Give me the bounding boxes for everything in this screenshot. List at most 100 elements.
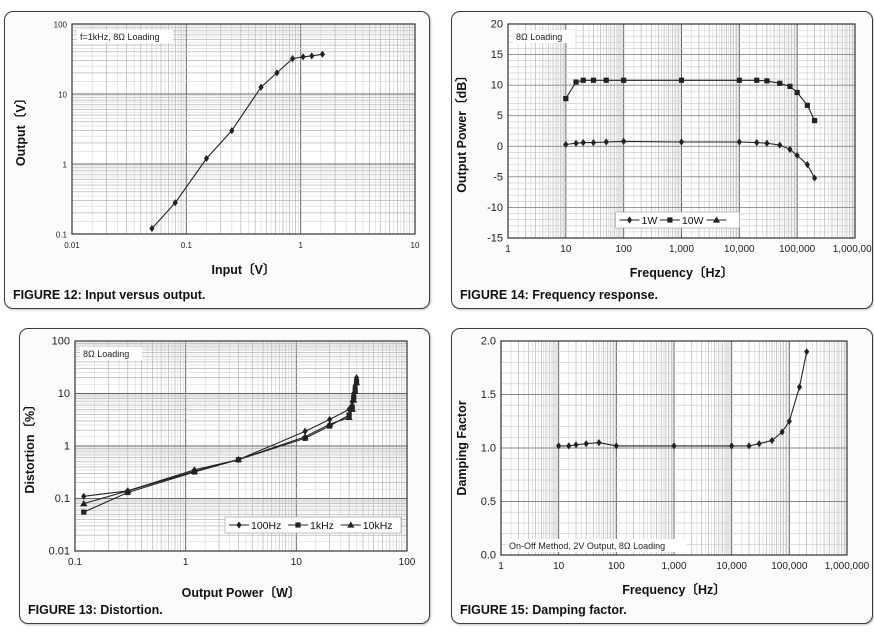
data-point — [190, 467, 199, 474]
legend-label: 10kHz — [363, 520, 393, 532]
caption-figure-number: FIGURE 13: — [28, 603, 97, 617]
grid — [501, 341, 847, 555]
data-point — [786, 417, 792, 425]
data-point — [794, 89, 800, 96]
data-point — [596, 439, 602, 447]
data-point — [787, 145, 793, 153]
x-tick-label: 10 — [560, 244, 572, 255]
data-point — [756, 440, 762, 448]
legend-marker — [236, 521, 242, 529]
legend-marker — [626, 216, 633, 224]
series-10w — [563, 77, 818, 124]
y-tick-label: 10 — [491, 80, 503, 92]
data-point — [736, 77, 742, 83]
x-tick-label: 1,000 — [661, 561, 686, 572]
data-point — [345, 413, 353, 421]
legend-label: 10W — [682, 215, 704, 227]
plot-frame — [74, 340, 408, 552]
annotation-background — [506, 539, 686, 552]
y-tick-label: 1.5 — [481, 389, 496, 401]
data-point — [573, 139, 579, 147]
data-point — [300, 53, 306, 61]
legend-label: 100Hz — [251, 520, 281, 532]
data-point — [746, 442, 752, 450]
x-tick-label: 100 — [615, 244, 632, 255]
caption-description: Distortion. — [100, 603, 163, 617]
series-line — [151, 53, 323, 229]
data-point — [352, 379, 361, 386]
chart-svg-fig12: 0.01 0.1 1 100.1110100Input〔V〕Output〔V〕f=1k… — [13, 21, 420, 278]
x-tick-label: 100,000 — [771, 561, 808, 572]
annotation-background — [77, 30, 173, 43]
chart-panel-fig15: 1 10 100 1,000 10,000 100,000 1,000,000 0.0 0.5 1… — [451, 328, 873, 624]
chart-annotation: f=1kHz, 8Ω Loading — [80, 32, 160, 42]
data-point — [736, 138, 742, 146]
x-axis-title: Frequency〔Hz〕 — [630, 265, 734, 280]
data-point — [678, 77, 685, 83]
y-tick-label: 0.01 — [49, 546, 70, 558]
y-tick-label: -5 — [493, 171, 503, 183]
x-tick-label: 0.1 — [181, 241, 193, 250]
y-tick-label: 100 — [52, 336, 70, 348]
x-tick-label: 1 — [505, 244, 511, 255]
x-tick-label: 10,000 — [724, 244, 755, 255]
legend: 1W 10W — [615, 211, 740, 229]
y-tick-label: 0.5 — [481, 496, 496, 508]
data-point — [671, 442, 677, 450]
caption-figure-number: FIGURE 15: — [460, 603, 529, 617]
data-point — [777, 141, 783, 149]
caption-description: Frequency response. — [532, 288, 658, 302]
data-point — [811, 174, 818, 182]
plot-frame — [500, 340, 848, 556]
legend: 100Hz 1kHz 10kHz — [224, 516, 402, 534]
legend-marker — [667, 217, 673, 223]
caption-fig15: FIGURE 15: Damping factor. — [460, 603, 627, 617]
annotation-background — [513, 30, 575, 43]
caption-figure-number: FIGURE 12: — [13, 288, 82, 302]
y-tick-label: 1 — [64, 441, 70, 453]
caption-description: Damping factor. — [532, 603, 627, 617]
data-point — [590, 77, 597, 83]
x-tick-label: 1,000 — [669, 244, 694, 255]
data-point — [811, 118, 818, 124]
y-tick-label: 1 — [63, 161, 68, 170]
caption-fig14: FIGURE 14: Frequency response. — [460, 288, 658, 302]
data-point — [149, 224, 155, 233]
x-axis-title: Input〔V〕 — [212, 262, 276, 277]
caption-figure-number: FIGURE 14: — [460, 288, 529, 302]
chart-panel-fig12: 0.01 0.1 1 10 0.1 1 10 100 Input〔V〕 Output〔V〕 f=1k… — [4, 11, 430, 309]
y-tick-label: 0.1 — [55, 493, 70, 505]
caption-fig12: FIGURE 12: Input versus output. — [13, 288, 205, 302]
plot-frame — [71, 23, 416, 235]
x-tick-label: 0.01 — [64, 241, 80, 250]
data-point — [769, 436, 775, 445]
y-tick-label: 5 — [497, 110, 503, 122]
x-tick-label: 100 — [399, 557, 416, 568]
y-axis-title: Output〔V〕 — [13, 92, 28, 166]
caption-description: Input versus output. — [85, 288, 206, 302]
data-point — [229, 127, 235, 135]
plot-frame — [507, 23, 856, 239]
x-tick-label: 10,000 — [716, 561, 747, 572]
plot-area — [72, 24, 415, 234]
y-tick-label: 100 — [54, 21, 68, 30]
x-tick-label: 100,000 — [779, 244, 816, 255]
y-tick-label: 10 — [58, 91, 67, 100]
data-point — [779, 428, 785, 436]
data-point — [172, 199, 178, 207]
series-0 — [556, 348, 810, 450]
data-point — [804, 102, 810, 108]
data-point — [678, 138, 685, 146]
data-point — [81, 509, 87, 515]
y-axis-title: Distortion〔%〕 — [22, 398, 37, 493]
data-point — [754, 77, 760, 83]
data-point — [754, 139, 760, 147]
chart-annotation: 8Ω Loading — [83, 349, 129, 359]
data-point — [350, 396, 358, 403]
data-point — [124, 487, 132, 494]
annotation-background — [80, 347, 142, 360]
legend-box — [224, 516, 402, 534]
chart-svg-fig15: 1 10 100 1,000 10,000 100,000 1,000,000 0.0 0.5 1… — [455, 336, 870, 598]
data-point — [787, 83, 793, 89]
